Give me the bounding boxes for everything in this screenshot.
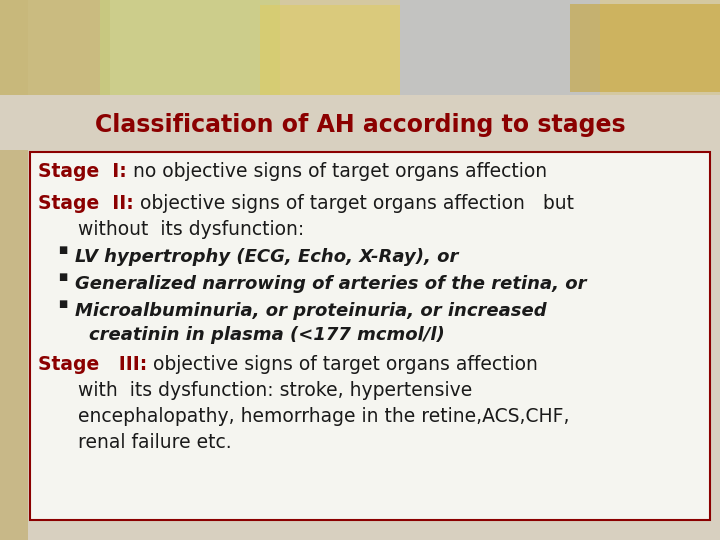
Text: ■: ■ [58, 299, 67, 309]
Text: renal failure etc.: renal failure etc. [78, 433, 232, 452]
Text: objective signs of target organs affection: objective signs of target organs affecti… [148, 355, 538, 374]
Text: without  its dysfunction:: without its dysfunction: [78, 220, 305, 239]
Text: Stage  I:: Stage I: [38, 162, 127, 181]
FancyBboxPatch shape [0, 0, 110, 100]
FancyBboxPatch shape [260, 5, 400, 95]
Text: ■: ■ [58, 245, 67, 255]
FancyBboxPatch shape [0, 0, 720, 100]
Text: Stage   III:: Stage III: [38, 355, 148, 374]
FancyBboxPatch shape [570, 4, 720, 92]
Text: with  its dysfunction: stroke, hypertensive: with its dysfunction: stroke, hypertensi… [78, 381, 472, 400]
Text: creatinin in plasma (<177 mcmol/l): creatinin in plasma (<177 mcmol/l) [89, 326, 445, 344]
Text: Microalbuminuria, or proteinuria, or increased: Microalbuminuria, or proteinuria, or inc… [75, 302, 546, 320]
FancyBboxPatch shape [0, 95, 720, 150]
Text: ■: ■ [58, 272, 67, 282]
FancyBboxPatch shape [30, 152, 710, 520]
FancyBboxPatch shape [400, 0, 600, 95]
FancyBboxPatch shape [0, 0, 28, 540]
Text: encephalopathy, hemorrhage in the retine,ACS,CHF,: encephalopathy, hemorrhage in the retine… [78, 407, 570, 426]
Text: LV hypertrophy (ECG, Echo, X-Ray), or: LV hypertrophy (ECG, Echo, X-Ray), or [75, 248, 459, 266]
Text: no objective signs of target organs affection: no objective signs of target organs affe… [127, 162, 547, 181]
Text: Stage  II:: Stage II: [38, 194, 134, 213]
FancyBboxPatch shape [100, 0, 280, 95]
Text: objective signs of target organs affection   but: objective signs of target organs affecti… [134, 194, 574, 213]
Text: Generalized narrowing of arteries of the retina, or: Generalized narrowing of arteries of the… [75, 275, 587, 293]
Text: Classification of AH according to stages: Classification of AH according to stages [95, 113, 625, 137]
